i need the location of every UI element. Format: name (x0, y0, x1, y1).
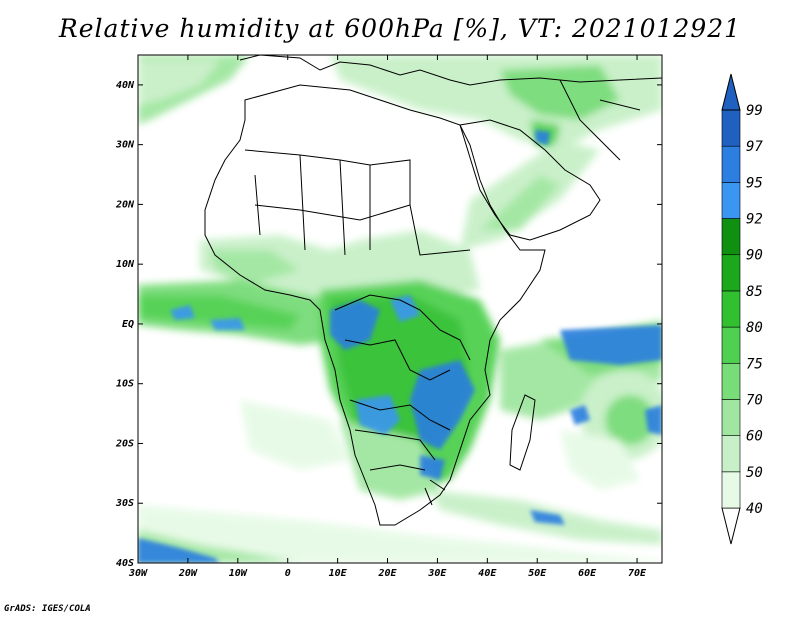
colorbar-segment (721, 362, 741, 400)
colorbar-segment (721, 254, 741, 292)
lon-tick-label: 10W (229, 568, 248, 579)
map-title: Relative humidity at 600hPa [%], VT: 202… (58, 14, 742, 43)
colorbar-segment (721, 326, 741, 364)
colorbar-segment (721, 290, 741, 328)
lon-tick-label: 10E (329, 568, 348, 579)
colorbar-high-arrow (721, 73, 741, 111)
colorbar-segment (721, 435, 741, 473)
colorbar-label: 90 (746, 248, 763, 264)
latitude-axis: 40N 30N 20N 10N EQ 10S 20S 30S 40S (115, 80, 662, 569)
lat-tick-label: 40N (116, 80, 135, 91)
lon-tick-label: 60E (578, 568, 597, 579)
lon-tick-label: 0 (285, 568, 291, 579)
colorbar-segment (721, 471, 741, 509)
colorbar-label: 75 (746, 356, 763, 372)
lon-tick-label: 30W (128, 568, 148, 579)
lat-tick-label: 30N (115, 140, 135, 151)
colorbar-label: 99 (746, 103, 763, 119)
lat-tick-label: EQ (122, 319, 134, 330)
humidity-field (138, 55, 662, 563)
colorbar-label: 60 (746, 429, 763, 445)
lat-tick-label: 10S (116, 379, 134, 390)
colorbar-label: 40 (746, 501, 763, 517)
colorbar-segment (721, 145, 741, 183)
colorbar-label: 70 (746, 392, 763, 408)
colorbar-segment (721, 109, 741, 147)
colorbar-segment (721, 182, 741, 219)
map-frame (137, 54, 663, 564)
lat-tick-label: 30S (115, 498, 134, 509)
colorbar-label: 80 (746, 320, 763, 336)
lat-tick-label: 20S (115, 438, 134, 449)
colorbar-low-arrow (721, 507, 741, 545)
lat-tick-label: 20N (115, 199, 135, 210)
colorbar-label: 50 (746, 465, 763, 481)
lon-tick-label: 30E (427, 568, 447, 579)
colorbar-label: 85 (746, 284, 763, 300)
lon-tick-label: 20E (377, 568, 397, 579)
lat-tick-label: 10N (116, 259, 135, 270)
colorbar-label: 92 (746, 212, 763, 228)
colorbar-label: 95 (746, 175, 763, 191)
colorbar-segment (721, 399, 741, 436)
colorbar: 40 50 60 70 75 80 85 90 92 95 97 99 (721, 73, 763, 545)
longitude-axis: 30W 20W 10W 0 10E 20E 30E 40E 50E 60E 70E (128, 55, 647, 579)
lon-tick-label: 20W (178, 568, 198, 579)
lon-tick-label: 50E (528, 568, 547, 579)
grads-credit: GrADS: IGES/COLA (4, 604, 91, 614)
colorbar-label: 97 (746, 139, 763, 155)
lon-tick-label: 40E (478, 568, 497, 579)
lon-tick-label: 70E (628, 568, 647, 579)
country-borders (204, 55, 662, 526)
colorbar-segment (721, 218, 741, 256)
lat-tick-label: 40S (116, 558, 134, 569)
